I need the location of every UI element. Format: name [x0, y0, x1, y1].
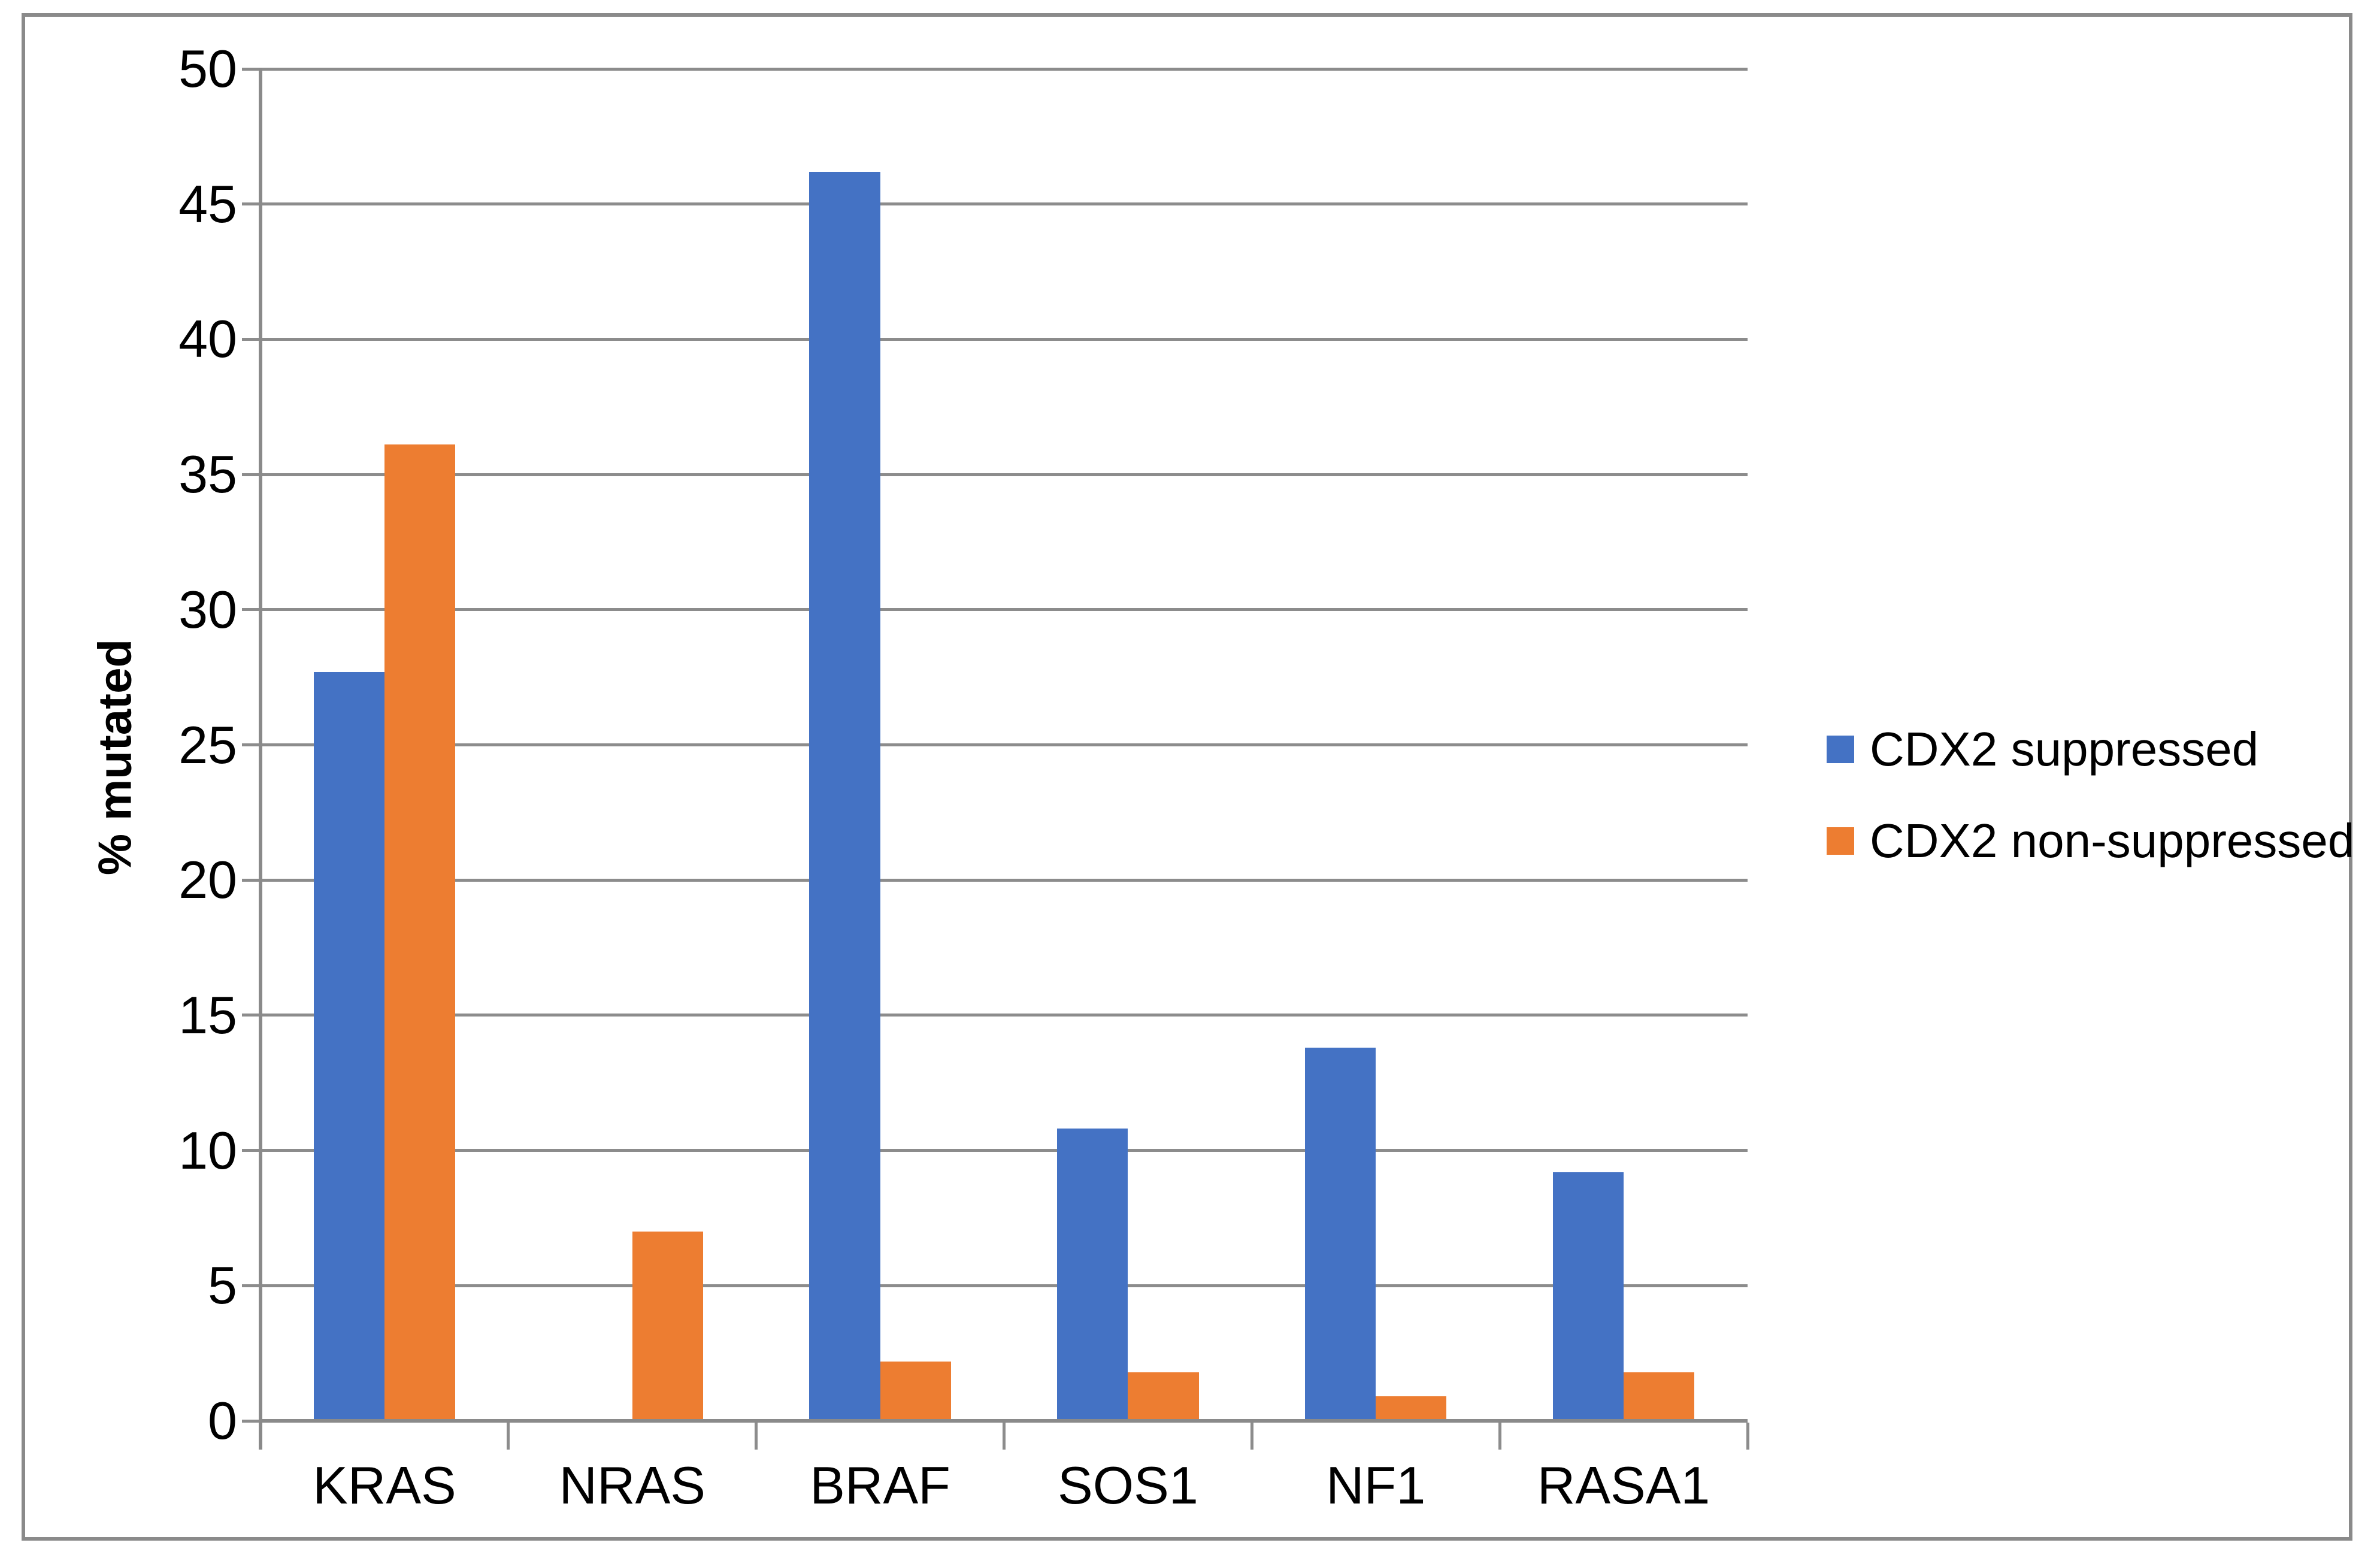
bar-kras-series0 [313, 671, 384, 1421]
x-category-label: NF1 [1326, 1456, 1426, 1515]
bar-braf-series0 [809, 171, 880, 1421]
gridline [242, 743, 1748, 746]
x-axis-tick [1003, 1423, 1006, 1450]
bar-rasa1-series0 [1552, 1172, 1624, 1421]
x-category-label: SOS1 [1058, 1456, 1198, 1515]
legend-swatch-icon [1827, 827, 1854, 855]
y-tick-label: 0 [208, 1391, 237, 1450]
x-category-label: NRAS [559, 1456, 705, 1515]
y-tick-label: 50 [178, 39, 237, 98]
bar-nf1-series1 [1376, 1396, 1447, 1421]
x-axis-tick [1498, 1423, 1501, 1450]
bar-nf1-series0 [1305, 1048, 1376, 1421]
gridline [242, 337, 1748, 341]
legend-item: CDX2 suppressed [1827, 722, 2258, 777]
y-tick-label: 30 [178, 579, 237, 639]
y-tick-label: 5 [208, 1256, 237, 1315]
bar-nras-series1 [632, 1232, 703, 1421]
gridline [242, 67, 1748, 71]
x-axis-tick [755, 1423, 758, 1450]
y-axis-line [259, 68, 262, 1450]
y-tick-label: 15 [178, 985, 237, 1045]
y-tick-label: 20 [178, 850, 237, 910]
legend-label: CDX2 non-suppressed [1870, 814, 2355, 867]
gridline [242, 473, 1748, 476]
x-axis-tick [1250, 1423, 1253, 1450]
gridline [242, 1014, 1748, 1017]
legend-label: CDX2 suppressed [1870, 722, 2259, 776]
x-category-label: KRAS [313, 1456, 456, 1515]
legend-item: CDX2 non-suppressed [1827, 813, 2354, 869]
y-tick-label: 25 [178, 715, 237, 775]
y-tick-label: 10 [178, 1120, 237, 1180]
x-category-label: RASA1 [1537, 1456, 1710, 1515]
gridline [242, 202, 1748, 206]
bar-kras-series1 [384, 444, 456, 1421]
bar-sos1-series0 [1057, 1129, 1128, 1421]
x-category-label: BRAF [810, 1456, 950, 1515]
y-tick-label: 45 [178, 174, 237, 234]
y-axis-title: % mutated [88, 639, 141, 876]
y-tick-label: 40 [178, 309, 237, 369]
x-axis-line [261, 1419, 1748, 1423]
gridline [242, 878, 1748, 882]
gridline [242, 1149, 1748, 1152]
x-axis-tick [1746, 1423, 1749, 1450]
bar-sos1-series1 [1128, 1372, 1199, 1421]
x-axis-tick [507, 1423, 510, 1450]
y-axis-tick [242, 1419, 261, 1423]
bar-braf-series1 [880, 1361, 951, 1421]
gridline [242, 1284, 1748, 1287]
bar-rasa1-series1 [1624, 1372, 1695, 1421]
y-tick-label: 35 [178, 444, 237, 504]
gridline [242, 608, 1748, 612]
legend-swatch-icon [1827, 736, 1854, 763]
